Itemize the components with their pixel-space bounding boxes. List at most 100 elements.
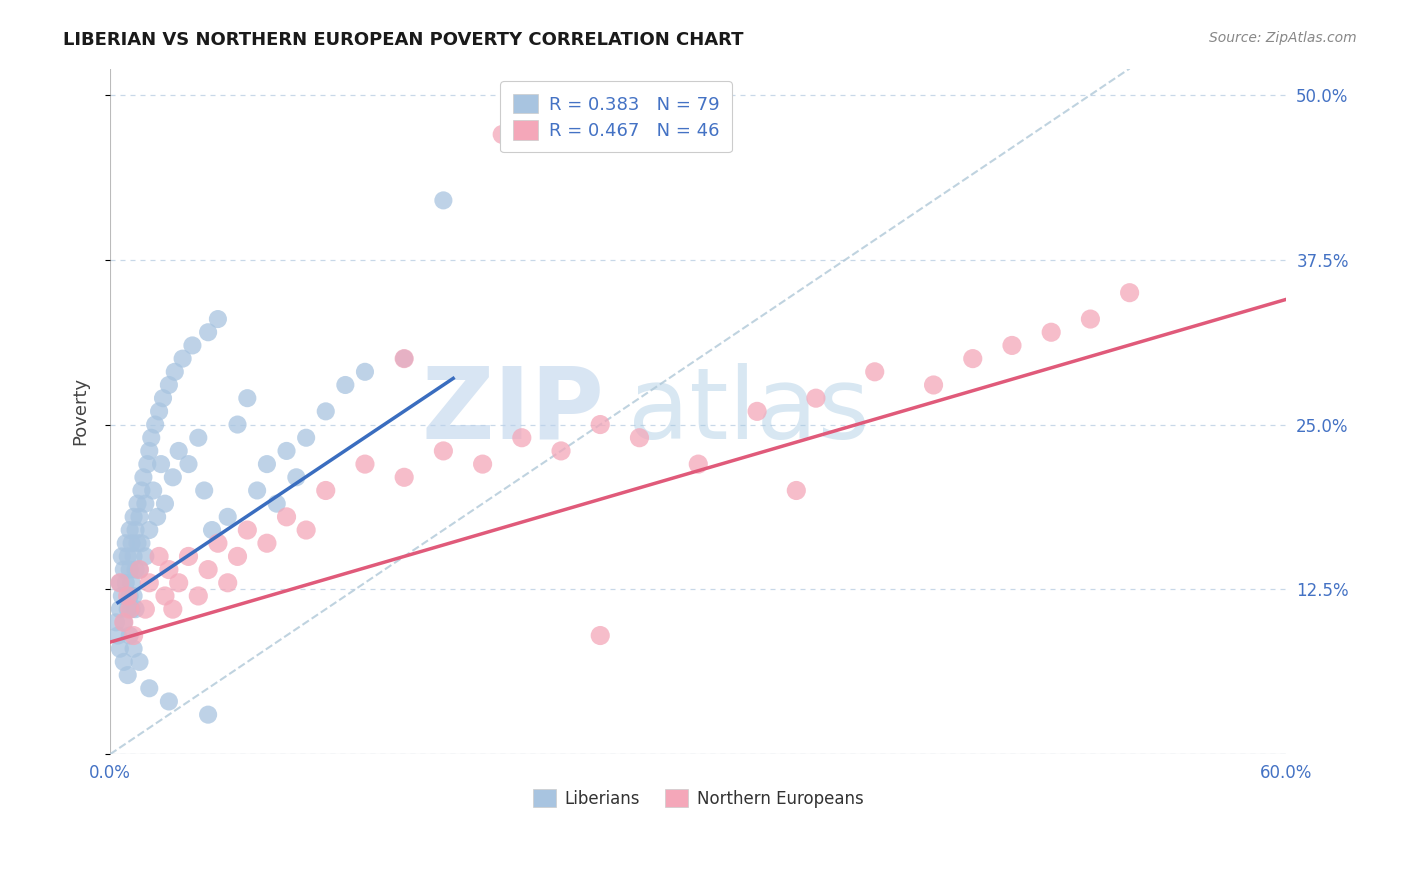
Point — [128, 563, 150, 577]
Point — [134, 497, 156, 511]
Point — [128, 563, 150, 577]
Point — [152, 391, 174, 405]
Point — [112, 563, 135, 577]
Point — [131, 536, 153, 550]
Point — [121, 575, 143, 590]
Point — [1040, 325, 1063, 339]
Point — [201, 523, 224, 537]
Point — [131, 483, 153, 498]
Point — [134, 602, 156, 616]
Point — [181, 338, 204, 352]
Point — [134, 549, 156, 564]
Point — [167, 575, 190, 590]
Point — [550, 444, 572, 458]
Point — [256, 457, 278, 471]
Point — [112, 615, 135, 630]
Point — [162, 602, 184, 616]
Point — [143, 417, 166, 432]
Point — [266, 497, 288, 511]
Point — [392, 470, 415, 484]
Point — [114, 536, 136, 550]
Point — [138, 681, 160, 696]
Point — [107, 628, 129, 642]
Legend: Liberians, Northern Europeans: Liberians, Northern Europeans — [526, 782, 870, 814]
Y-axis label: Poverty: Poverty — [72, 377, 89, 445]
Point — [217, 509, 239, 524]
Point — [127, 497, 149, 511]
Point — [124, 523, 146, 537]
Point — [146, 509, 169, 524]
Point — [628, 431, 651, 445]
Point — [132, 470, 155, 484]
Point — [122, 641, 145, 656]
Point — [207, 312, 229, 326]
Point — [124, 602, 146, 616]
Point — [117, 549, 139, 564]
Point — [256, 536, 278, 550]
Point — [193, 483, 215, 498]
Point — [177, 549, 200, 564]
Point — [162, 470, 184, 484]
Point — [197, 563, 219, 577]
Point — [217, 575, 239, 590]
Point — [122, 509, 145, 524]
Point — [121, 536, 143, 550]
Point — [108, 575, 131, 590]
Point — [471, 457, 494, 471]
Point — [157, 694, 180, 708]
Point — [177, 457, 200, 471]
Point — [236, 391, 259, 405]
Point — [392, 351, 415, 366]
Point — [187, 431, 209, 445]
Point — [108, 575, 131, 590]
Point — [226, 417, 249, 432]
Point — [226, 549, 249, 564]
Point — [246, 483, 269, 498]
Point — [148, 404, 170, 418]
Point — [962, 351, 984, 366]
Point — [141, 431, 163, 445]
Point — [117, 589, 139, 603]
Point — [118, 602, 141, 616]
Point — [335, 378, 357, 392]
Point — [207, 536, 229, 550]
Point — [138, 575, 160, 590]
Point — [295, 523, 318, 537]
Point — [121, 602, 143, 616]
Point — [112, 655, 135, 669]
Point — [142, 483, 165, 498]
Point — [354, 365, 377, 379]
Point — [122, 589, 145, 603]
Point — [118, 563, 141, 577]
Point — [276, 444, 298, 458]
Point — [118, 589, 141, 603]
Point — [432, 444, 454, 458]
Point — [111, 549, 134, 564]
Point — [157, 378, 180, 392]
Point — [118, 628, 141, 642]
Text: Source: ZipAtlas.com: Source: ZipAtlas.com — [1209, 31, 1357, 45]
Point — [108, 641, 131, 656]
Point — [150, 457, 173, 471]
Point — [122, 628, 145, 642]
Text: atlas: atlas — [627, 363, 869, 460]
Point — [688, 457, 710, 471]
Point — [157, 563, 180, 577]
Point — [745, 404, 768, 418]
Point — [111, 589, 134, 603]
Point — [197, 325, 219, 339]
Point — [117, 668, 139, 682]
Point — [138, 444, 160, 458]
Point — [172, 351, 194, 366]
Point — [122, 549, 145, 564]
Point — [148, 549, 170, 564]
Point — [117, 602, 139, 616]
Point — [392, 351, 415, 366]
Point — [510, 431, 533, 445]
Point — [922, 378, 945, 392]
Point — [315, 483, 337, 498]
Point — [128, 655, 150, 669]
Point — [491, 128, 513, 142]
Point — [804, 391, 827, 405]
Point — [863, 365, 886, 379]
